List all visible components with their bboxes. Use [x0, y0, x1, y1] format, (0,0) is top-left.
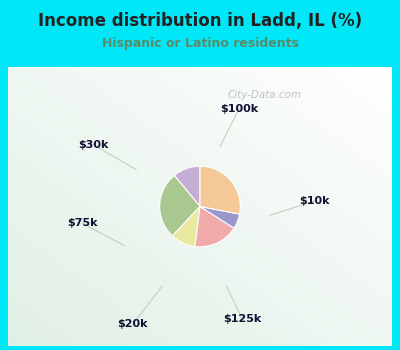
Wedge shape: [200, 166, 240, 214]
Text: $75k: $75k: [67, 218, 98, 228]
Wedge shape: [174, 166, 200, 206]
Text: Hispanic or Latino residents: Hispanic or Latino residents: [102, 37, 298, 50]
Wedge shape: [160, 175, 200, 236]
Text: $100k: $100k: [220, 104, 258, 113]
Text: Income distribution in Ladd, IL (%): Income distribution in Ladd, IL (%): [38, 12, 362, 30]
Text: $10k: $10k: [300, 196, 330, 206]
Text: $30k: $30k: [78, 140, 109, 150]
Text: $20k: $20k: [118, 319, 148, 329]
Wedge shape: [172, 206, 200, 246]
Wedge shape: [200, 206, 240, 228]
Wedge shape: [195, 206, 234, 247]
Text: City-Data.com: City-Data.com: [227, 90, 302, 99]
Text: $125k: $125k: [223, 314, 261, 323]
